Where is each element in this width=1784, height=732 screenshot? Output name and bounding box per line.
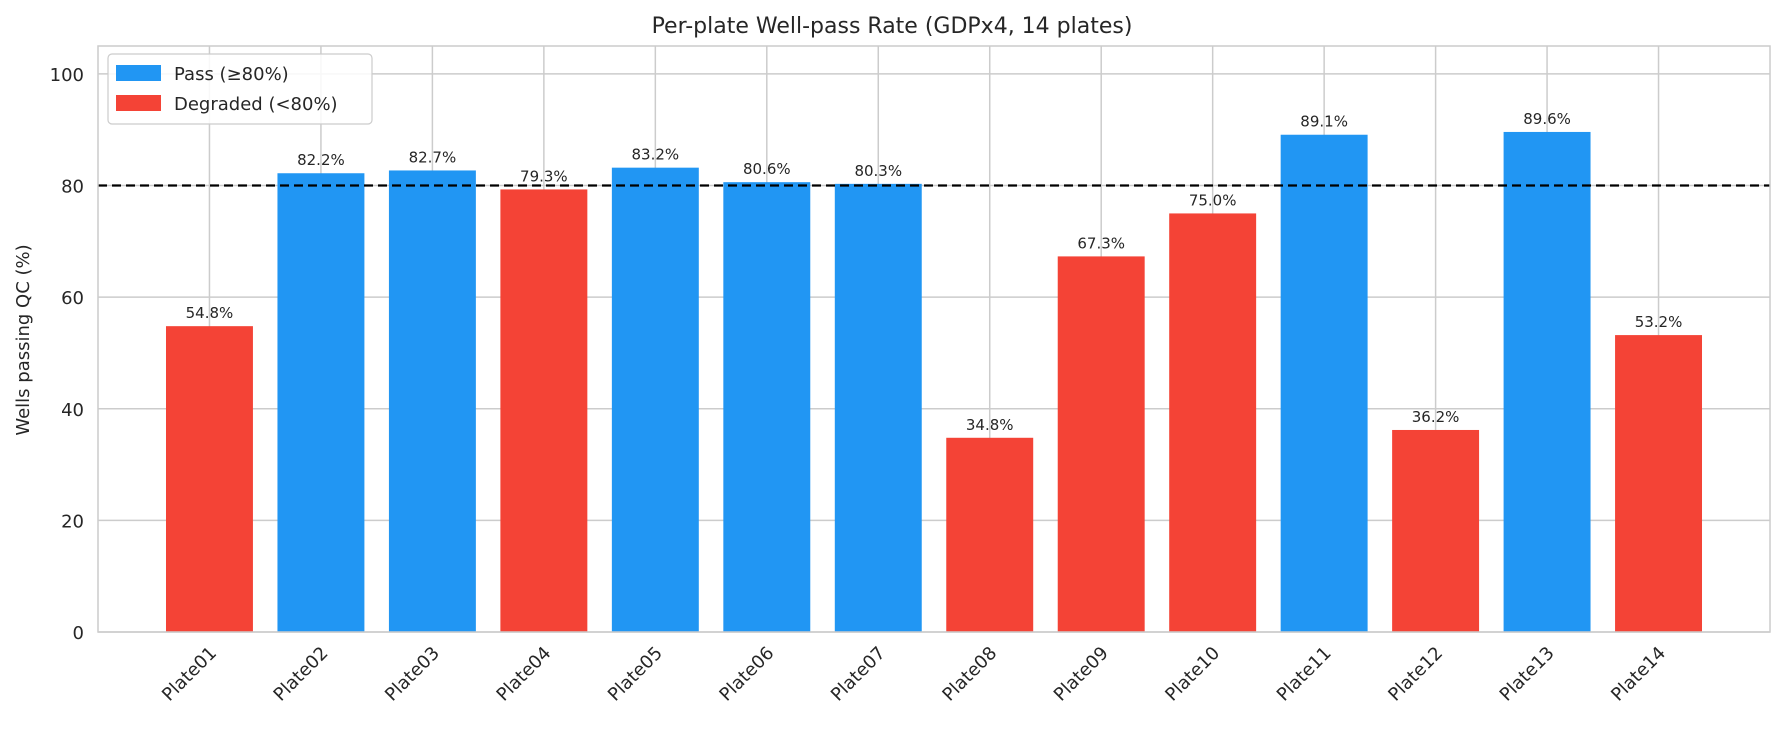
y-tick-label: 80 <box>61 177 84 198</box>
x-tick-label: Plate02 <box>270 643 333 706</box>
data-label: 82.7% <box>409 148 457 166</box>
legend-label: Pass (≥80%) <box>174 64 289 85</box>
y-tick-label: 0 <box>73 623 84 644</box>
x-tick-label: Plate11 <box>1273 643 1336 706</box>
chart-title: Per-plate Well-pass Rate (GDPx4, 14 plat… <box>652 14 1133 39</box>
data-label: 89.6% <box>1523 110 1571 128</box>
data-labels: 54.8% 82.2% 82.7% 79.3% 83.2% 80.6% 80.3% 34.8%… <box>186 110 1683 434</box>
bar-plate02 <box>277 173 365 632</box>
data-label: 89.1% <box>1300 113 1348 131</box>
legend-box <box>107 53 373 125</box>
y-tick-label: 20 <box>61 511 84 532</box>
y-tick-label: 60 <box>61 288 84 309</box>
x-tick-label: Plate14 <box>1607 643 1670 706</box>
bar-plate13 <box>1503 131 1591 633</box>
bar-plate12 <box>1392 429 1480 632</box>
y-tick-label: 40 <box>61 400 84 421</box>
data-label: 67.3% <box>1077 234 1125 252</box>
x-tick-label: Plate13 <box>1496 643 1559 706</box>
data-label: 83.2% <box>632 146 680 164</box>
data-label: 54.8% <box>186 304 234 322</box>
y-tick-label: 100 <box>50 65 84 86</box>
bar-plate03 <box>388 170 476 632</box>
bar-plate08 <box>946 437 1034 632</box>
x-tick-label: Plate08 <box>938 643 1001 706</box>
bars <box>165 131 1703 633</box>
data-label: 80.6% <box>743 160 791 178</box>
data-label: 53.2% <box>1635 313 1683 331</box>
x-tick-label: Plate10 <box>1161 643 1224 706</box>
bar-plate07 <box>834 183 922 632</box>
bar-plate05 <box>611 167 699 632</box>
data-label: 75.0% <box>1189 191 1237 209</box>
bar-plate01 <box>165 326 253 632</box>
bar-plate06 <box>723 182 811 632</box>
legend-swatch <box>116 65 161 81</box>
x-tick-label: Plate07 <box>827 643 890 706</box>
x-axis-ticks: Plate01 Plate02 Plate03 Plate04 Plate05 Plate… <box>158 643 1670 706</box>
data-label: 34.8% <box>966 416 1014 434</box>
y-axis-ticks: 0 20 40 60 80 100 <box>50 65 84 644</box>
data-label: 80.3% <box>854 162 902 180</box>
x-tick-label: Plate04 <box>493 643 556 706</box>
bar-plate09 <box>1057 256 1145 632</box>
y-axis-label: Wells passing QC (%) <box>13 244 34 435</box>
x-tick-label: Plate09 <box>1050 643 1113 706</box>
data-label: 79.3% <box>520 167 568 185</box>
legend-swatch <box>116 95 161 111</box>
bar-plate11 <box>1280 134 1368 633</box>
plot-frame <box>97 45 1771 633</box>
x-tick-label: Plate05 <box>604 643 667 706</box>
data-label: 82.2% <box>297 151 345 169</box>
legend: Pass (≥80%) Degraded (<80%) <box>107 53 373 125</box>
bar-plate04 <box>500 189 588 632</box>
bar-plate14 <box>1615 335 1703 632</box>
bar-plate10 <box>1169 213 1257 632</box>
x-tick-label: Plate01 <box>158 643 221 706</box>
data-label: 36.2% <box>1412 408 1460 426</box>
x-tick-label: Plate12 <box>1384 643 1447 706</box>
x-tick-label: Plate06 <box>715 643 778 706</box>
legend-label: Degraded (<80%) <box>174 94 338 115</box>
x-tick-label: Plate03 <box>381 643 444 706</box>
